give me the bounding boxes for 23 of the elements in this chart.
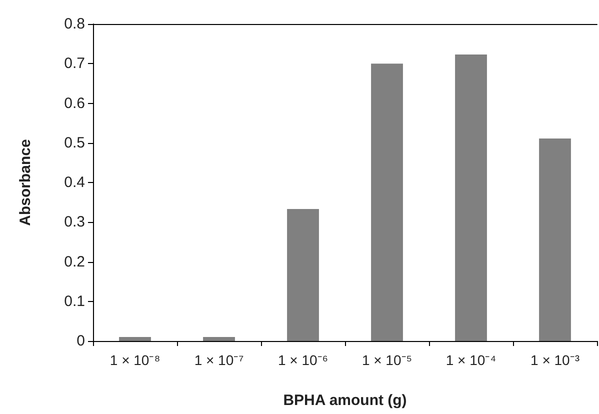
- x-tick-label: 1 × 10⁻³: [530, 352, 580, 368]
- bar: [539, 138, 571, 341]
- bar: [455, 54, 487, 341]
- y-tick-label: 0.8: [64, 16, 85, 32]
- x-tick-label: 1 × 10⁻⁴: [446, 352, 496, 368]
- bar: [203, 337, 235, 341]
- y-tick-label: 0.4: [64, 174, 85, 191]
- y-tick-label: 0.1: [64, 292, 85, 310]
- y-tick-label: 0.6: [64, 94, 85, 112]
- x-tick-label: 1 × 10⁻⁸: [110, 352, 160, 368]
- bar: [119, 337, 151, 341]
- bar: [371, 64, 403, 341]
- y-tick-label: 0.2: [64, 253, 85, 270]
- y-tick-label: 0.3: [64, 214, 85, 231]
- y-axis-title: Absorbance: [17, 139, 34, 226]
- x-axis-title: BPHA amount (g): [283, 392, 407, 409]
- bar: [287, 209, 319, 341]
- y-tick-label: 0.7: [64, 55, 85, 72]
- y-tick-label: 0.5: [64, 134, 85, 152]
- x-tick-label: 1 × 10⁻⁷: [194, 352, 244, 368]
- x-tick-label: 1 × 10⁻⁵: [362, 352, 412, 368]
- y-tick-label: 0: [76, 332, 85, 350]
- x-tick-label: 1 × 10⁻⁶: [278, 352, 328, 368]
